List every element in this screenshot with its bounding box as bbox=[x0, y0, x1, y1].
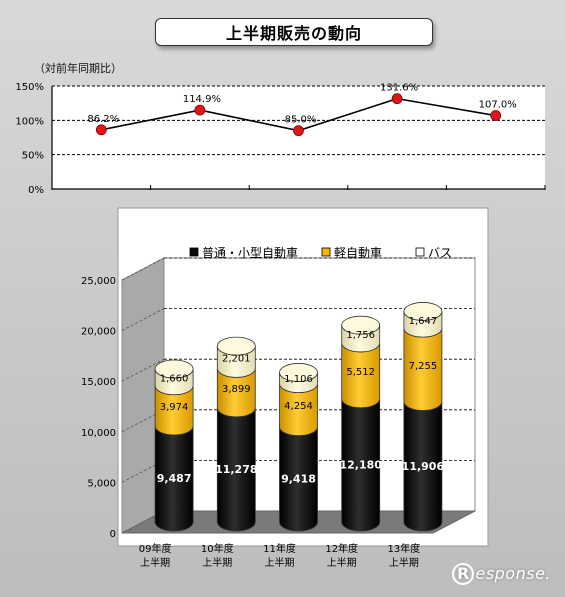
bar-side-gridline bbox=[121, 257, 165, 281]
bar-data-label: 11,906 bbox=[402, 460, 445, 473]
bar-side-gridline bbox=[121, 358, 165, 382]
legend-label: 普通・小型自動車 bbox=[202, 246, 298, 260]
bar-top-cap bbox=[341, 315, 381, 335]
bar-side-gridline bbox=[121, 409, 165, 433]
line-point bbox=[194, 104, 206, 116]
bar-y-tick: 5,000 bbox=[87, 478, 116, 489]
bar-data-label: 3,899 bbox=[222, 384, 251, 395]
line-y-tick: 50% bbox=[22, 151, 44, 162]
bar-x-tick: 上半期 bbox=[265, 556, 295, 569]
bar-y-tick: 0 bbox=[110, 529, 116, 540]
bar-data-label: 1,660 bbox=[160, 373, 189, 384]
line-chart-subtitle: （対前年同期比） bbox=[34, 62, 122, 75]
bar-side-gridline bbox=[121, 460, 165, 483]
bar-data-label: 11,278 bbox=[215, 463, 257, 476]
line-y-tick: 0% bbox=[28, 185, 44, 196]
bar-y-tick: 15,000 bbox=[81, 377, 116, 388]
bar-x-tick: 10年度 bbox=[201, 542, 234, 555]
bar-data-label: 4,254 bbox=[284, 401, 313, 412]
line-data-label: 86.2% bbox=[87, 114, 119, 125]
bar-x-tick: 上半期 bbox=[140, 556, 170, 569]
line-y-tick: 150% bbox=[15, 82, 44, 93]
bar-data-label: 9,418 bbox=[281, 472, 316, 485]
bar-top-cap bbox=[216, 336, 256, 356]
bar-x-tick: 上半期 bbox=[202, 556, 232, 569]
bar-x-tick: 13年度 bbox=[388, 542, 421, 555]
bar-y-tick: 10,000 bbox=[81, 428, 116, 439]
legend-label: 軽自動車 bbox=[334, 246, 382, 260]
bar-y-tick: 25,000 bbox=[81, 276, 116, 287]
bar-y-tick: 20,000 bbox=[81, 327, 116, 338]
line-data-label: 107.0% bbox=[479, 100, 517, 111]
legend-swatch bbox=[415, 247, 425, 257]
bar-side-gridline bbox=[121, 308, 165, 331]
bar-legend: 普通・小型自動車 軽自動車 バス bbox=[189, 246, 452, 260]
bar-data-label: 2,201 bbox=[222, 353, 251, 364]
line-y-tick: 100% bbox=[15, 116, 44, 127]
yoy-line-chart: 0% 50% 100% 150% 86.2% 114.9% 85.0% 131.6% 107.0… bbox=[15, 82, 546, 196]
bar-data-label: 12,180 bbox=[339, 458, 382, 471]
bar-x-tick: 上半期 bbox=[327, 556, 357, 569]
bar-x-tick: 11年度 bbox=[263, 542, 296, 555]
bar-data-label: 9,487 bbox=[157, 472, 192, 485]
bar-stack: 9,487 3,974 1,660 bbox=[154, 359, 194, 532]
line-point bbox=[95, 124, 107, 136]
bar-x-tick: 上半期 bbox=[389, 556, 419, 569]
bar-top-cap bbox=[154, 359, 194, 379]
bar-data-label: 1,647 bbox=[409, 316, 438, 327]
bar-top-cap bbox=[403, 302, 443, 321]
bar-stack: 11,906 7,255 1,647 bbox=[402, 302, 445, 532]
bar-data-label: 3,974 bbox=[160, 402, 189, 413]
bar-stack: 9,418 4,254 1,106 bbox=[279, 363, 318, 532]
bar-data-label: 5,512 bbox=[346, 367, 375, 378]
page-title: 上半期販売の動向 bbox=[155, 18, 433, 46]
legend-swatch bbox=[321, 247, 331, 257]
bar-top-cap bbox=[279, 363, 318, 382]
legend-label: バス bbox=[428, 246, 452, 260]
line-plot-area bbox=[52, 86, 545, 189]
bar-data-label: 7,255 bbox=[409, 361, 438, 372]
bar-data-label: 1,106 bbox=[284, 374, 313, 385]
line-data-label: 114.9% bbox=[183, 94, 221, 105]
line-data-label: 85.0% bbox=[285, 115, 317, 126]
line-point bbox=[490, 110, 502, 121]
line-data-label: 131.6% bbox=[380, 83, 418, 94]
bar-x-tick: 12年度 bbox=[325, 542, 358, 555]
r-logo-icon: R bbox=[452, 563, 475, 585]
line-point bbox=[293, 125, 304, 137]
legend-swatch bbox=[189, 247, 199, 257]
bar-data-label: 1,756 bbox=[346, 330, 375, 341]
line-point bbox=[391, 93, 403, 105]
watermark-text: esponse. bbox=[475, 564, 551, 583]
bar-stack: 11,278 3,899 2,201 bbox=[215, 336, 258, 532]
bar-x-tick: 09年度 bbox=[139, 542, 172, 555]
bar-stack: 12,180 5,512 1,756 bbox=[339, 315, 382, 532]
